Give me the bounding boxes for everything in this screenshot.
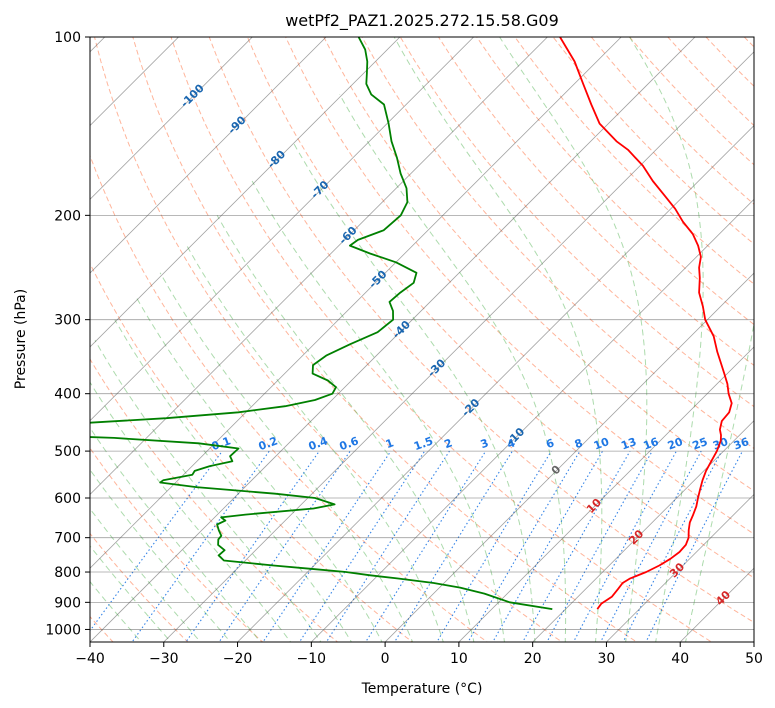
x-tick-label: 30: [598, 651, 616, 667]
dry-adiabat-line: [90, 532, 189, 642]
isotherm-line: [384, 272, 754, 642]
isotherm-line: [90, 37, 401, 348]
mixing-ratio-label: 36: [732, 435, 751, 453]
plot-area: 0.1 0.2 0.4 0.6 1 1.5 2 3 4 6 8 10 13 16 20 25 30 36-100-…: [90, 37, 754, 642]
isotherm-line: [90, 37, 475, 422]
y-axis-ticks: 100 200 300 400 500 600 700 800 900 1000: [45, 30, 90, 638]
dry-adiabat-line: [323, 37, 754, 492]
dry-adiabat-line: [438, 37, 754, 366]
isotherm-line: [458, 346, 754, 642]
moist-adiabats: [90, 37, 754, 642]
mixing-ratio-label: 4: [505, 436, 517, 451]
temperature-profile-line: [559, 37, 733, 610]
x-tick-label: 50: [745, 651, 763, 667]
isotherm-line: [163, 51, 754, 642]
moist-adiabat-line: [159, 272, 414, 642]
dewpoint-profile-line: [90, 37, 553, 610]
y-tick-label: 600: [54, 491, 81, 507]
x-tick-label: −20: [223, 651, 253, 667]
mixing-ratio-label: 2: [442, 436, 454, 451]
isotherm-line: [90, 37, 327, 274]
isotherm-line: [90, 37, 549, 496]
mixing-ratio-label: 0.6: [338, 434, 361, 453]
y-tick-label: 300: [54, 313, 81, 329]
x-tick-label: 20: [524, 651, 542, 667]
dry-adiabat-line: [132, 37, 638, 642]
y-tick-label: 500: [54, 444, 81, 460]
mixing-ratio-label: 0.1: [210, 434, 233, 453]
isotherm-line: [532, 420, 754, 642]
x-tick-label: −10: [297, 651, 327, 667]
dry-adiabat-line: [476, 37, 754, 326]
mixing-ratio-label: 6: [544, 436, 556, 451]
isotherms: [90, 37, 754, 642]
x-tick-label: 10: [450, 651, 468, 667]
mixing-ratio-label: 8: [573, 436, 585, 451]
mixing-ratio-label: 13: [619, 435, 638, 452]
isotherm-line: [90, 37, 696, 642]
moist-adiabat-line: [94, 340, 322, 642]
dry-adiabat-line: [170, 37, 713, 642]
y-tick-label: 100: [54, 30, 81, 46]
moist-adiabat-line: [135, 297, 383, 642]
moist-adiabat-line: [251, 180, 506, 642]
mixing-ratio-label: 16: [642, 435, 661, 453]
x-tick-label: −30: [149, 651, 179, 667]
sounding-series: [90, 37, 733, 610]
moist-adiabat-line: [90, 580, 142, 642]
mixing-ratio-label: 25: [691, 435, 710, 452]
y-axis-label: Pressure (hPa): [13, 289, 29, 389]
isotherm-line: [90, 37, 253, 200]
x-axis-ticks: −40 −30 −20 −10 0 10 20 30 40 50: [75, 642, 763, 667]
x-tick-label: 0: [381, 651, 390, 667]
y-tick-label: 400: [54, 387, 81, 403]
y-tick-label: 700: [54, 531, 81, 547]
y-tick-label: 900: [54, 595, 81, 611]
moist-adiabat-line: [393, 37, 603, 642]
isotherm-line: [310, 198, 754, 642]
isotherm-line: [236, 124, 754, 642]
mixing-ratio-label: 3: [479, 436, 491, 451]
mixing-ratio-label: 1: [384, 436, 396, 451]
isotherm-line: [90, 37, 622, 569]
moist-adiabat-line: [339, 94, 567, 642]
isotherm-line: [605, 493, 754, 642]
moist-adiabat-line: [90, 507, 202, 642]
moist-adiabat-line: [216, 215, 475, 642]
plot-frame: [89, 36, 755, 643]
y-tick-label: 1000: [45, 622, 81, 638]
moist-adiabat-line: [629, 37, 704, 642]
mixing-ratio-label: 0.2: [257, 434, 280, 453]
isobars: [90, 214, 754, 630]
mixing-ratio-label: 10: [592, 435, 611, 453]
x-tick-label: 40: [671, 651, 689, 667]
mixing-ratio-label: 1.5: [412, 434, 435, 453]
moist-adiabat-line: [186, 245, 444, 642]
moist-adiabat-line: [292, 141, 536, 642]
moist-adiabat-line: [90, 545, 172, 642]
x-axis-label: Temperature (°C): [361, 681, 483, 697]
mixing-ratio-label: 30: [711, 435, 730, 453]
y-tick-label: 800: [54, 565, 81, 581]
y-tick-label: 200: [54, 208, 81, 224]
moist-adiabat-line: [90, 426, 262, 642]
moist-adiabat-line: [499, 37, 648, 642]
x-tick-label: −40: [75, 651, 105, 667]
moist-adiabat-line: [685, 321, 754, 642]
mixing-ratio-label: 0.4: [307, 434, 330, 453]
chart-title: wetPf2_PAZ1.2025.272.15.58.G09: [285, 11, 559, 31]
mixing-ratio-label: 20: [666, 435, 685, 453]
